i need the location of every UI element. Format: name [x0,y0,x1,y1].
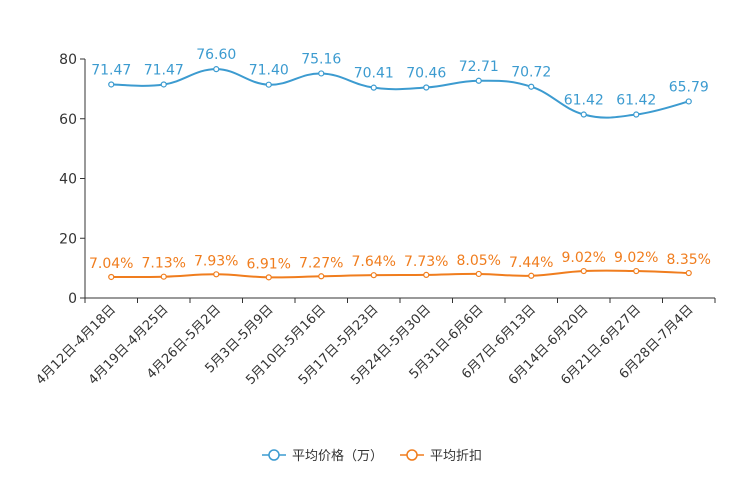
data-point[interactable] [265,81,272,88]
data-label: 7.93% [194,253,238,269]
data-label: 65.79 [669,79,709,95]
legend[interactable]: 平均价格（万） 平均折扣 [262,448,482,464]
legend-item-0[interactable]: 平均价格（万） [262,448,383,464]
data-point[interactable] [633,111,640,118]
data-label: 70.46 [406,66,446,82]
data-point[interactable] [423,271,430,279]
data-point[interactable] [108,273,115,281]
legend-marker-icon [268,449,280,461]
data-point[interactable] [580,267,587,275]
data-point[interactable] [580,111,587,118]
data-label: 6.91% [247,256,291,272]
series-line-1 [111,269,689,279]
data-point[interactable] [160,81,167,88]
data-point[interactable] [160,273,167,280]
legend-item-1[interactable]: 平均折扣 [400,449,482,464]
data-label: 75.16 [301,51,341,67]
data-label: 71.47 [91,62,131,78]
y-tick-label: 20 [59,231,77,247]
data-point[interactable] [528,83,535,90]
data-point[interactable] [528,272,535,279]
data-point[interactable] [213,66,220,73]
data-label: 7.44% [509,255,553,271]
data-point[interactable] [423,84,430,91]
data-point[interactable] [685,98,692,105]
data-label: 7.73% [404,254,448,270]
series-line-0 [111,68,689,119]
data-label: 71.40 [249,63,289,79]
y-tick-label: 40 [59,172,77,188]
y-tick-label: 0 [68,291,77,307]
data-point[interactable] [318,70,325,77]
data-label: 7.27% [299,255,343,271]
data-label: 61.42 [564,93,604,109]
data-point[interactable] [318,273,325,280]
y-tick-label: 60 [59,112,77,128]
data-label: 9.02% [614,250,658,266]
data-point[interactable] [633,267,640,275]
data-label: 61.42 [616,93,656,109]
data-label: 7.13% [142,256,186,272]
data-label: 71.47 [144,62,184,78]
data-label: 9.02% [562,250,606,266]
data-label: 76.60 [196,47,236,63]
data-point[interactable] [370,272,377,279]
y-tick-label: 80 [59,52,77,68]
axes: 0204060804月12日-4月18日4月19日-4月25日4月26日-5月2… [33,52,716,388]
legend-marker-icon [406,449,418,461]
data-point[interactable] [475,77,482,84]
data-point[interactable] [370,84,377,91]
data-point[interactable] [685,269,692,277]
series-layer [108,66,692,281]
data-label: 8.05% [457,253,501,269]
data-point[interactable] [475,270,482,278]
data-label: 72.71 [459,59,499,75]
data-label: 7.64% [352,254,396,270]
legend-label: 平均折扣 [430,449,482,464]
data-point[interactable] [265,274,272,281]
data-label: 70.41 [354,66,394,82]
data-point[interactable] [108,81,115,88]
data-label: 8.35% [667,252,711,268]
data-label: 70.72 [511,65,551,81]
data-point[interactable] [213,271,220,278]
data-labels: 71.47 71.47 76.60 71.40 75.16 70.41 70.46 72.71… [89,47,711,272]
legend-label: 平均价格（万） [292,448,383,464]
data-label: 7.04% [89,256,133,272]
